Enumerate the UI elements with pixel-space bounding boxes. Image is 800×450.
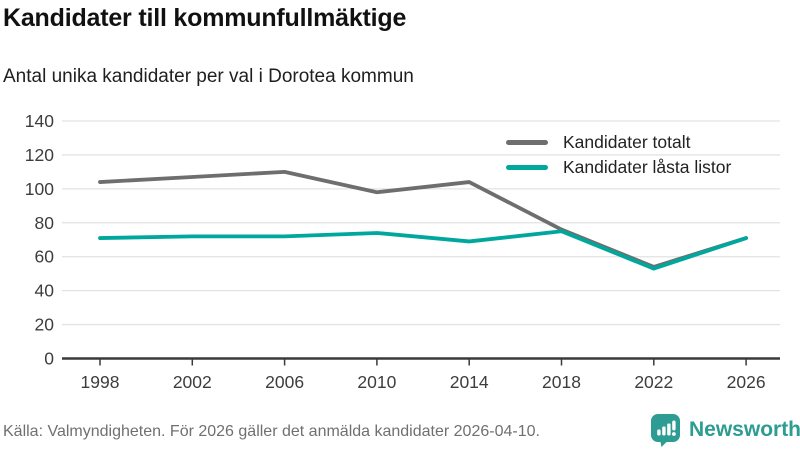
x-tick-label-2010: 2010 (357, 372, 396, 392)
legend-swatch-total (506, 140, 548, 145)
chart-series (98, 169, 748, 271)
x-tick-label-2006: 2006 (265, 372, 304, 392)
legend-label-total: Kandidater totalt (563, 132, 691, 152)
page-title: Kandidater till kommunfullmäktige (3, 4, 407, 32)
y-tick-label-140: 140 (25, 111, 54, 131)
series-line-0 (98, 169, 748, 269)
y-tick-label-80: 80 (35, 213, 55, 233)
y-tick-label-120: 120 (25, 145, 54, 165)
chart-axis (62, 357, 780, 366)
y-tick-label-20: 20 (35, 315, 55, 335)
legend-item-total: Kandidater totalt (506, 130, 731, 155)
y-tick-label-40: 40 (35, 281, 55, 301)
page-subtitle: Antal unika kandidater per val i Dorotea… (3, 66, 414, 87)
y-tick-label-0: 0 (44, 349, 54, 369)
chart-gridlines (62, 120, 780, 326)
source-note: Källa: Valmyndigheten. För 2026 gäller d… (3, 423, 540, 440)
legend-item-locked-lists: Kandidater låsta listor (506, 155, 731, 180)
x-tick-label-2022: 2022 (634, 372, 673, 392)
series-line-1 (98, 229, 748, 271)
brand-name: Newsworthy (689, 418, 800, 441)
chart-legend: Kandidater totalt Kandidater låsta listo… (506, 130, 731, 180)
legend-swatch-locked-lists (506, 165, 548, 170)
chart-tick-labels: 0 20 40 60 80 100 120 140 1998 2002 2006 2010 2014 20… (25, 111, 766, 392)
x-tick-label-2026: 2026 (727, 372, 766, 392)
x-tick-label-2014: 2014 (450, 372, 489, 392)
newsworthy-icon (651, 414, 680, 447)
x-tick-label-2002: 2002 (173, 372, 212, 392)
y-tick-label-100: 100 (25, 179, 54, 199)
brand-logo: Newsworthy (650, 413, 800, 447)
x-tick-label-2018: 2018 (542, 372, 581, 392)
x-tick-label-1998: 1998 (81, 372, 120, 392)
legend-label-locked-lists: Kandidater låsta listor (563, 157, 732, 177)
y-tick-label-60: 60 (35, 247, 55, 267)
